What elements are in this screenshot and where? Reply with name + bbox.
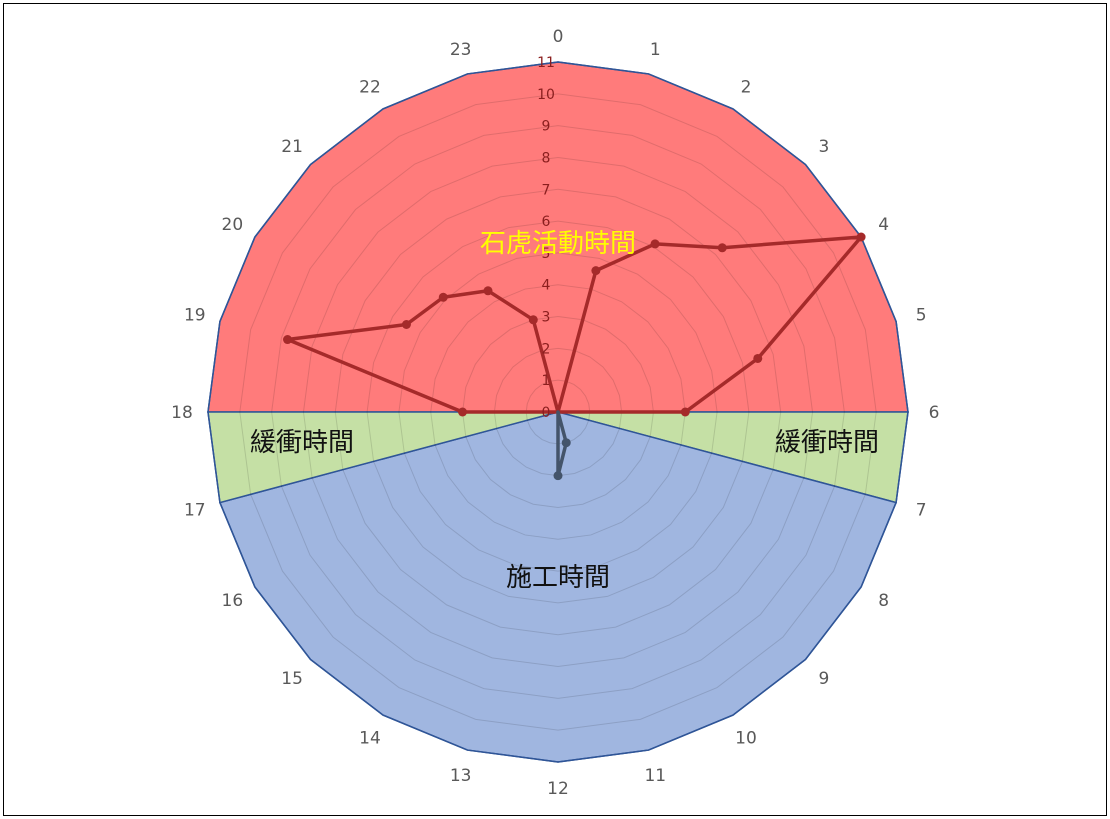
hour-label-16: 16 [222,591,244,611]
grid-ring-5 [398,252,718,572]
series-0-point-6 [680,407,690,417]
region-label-1: 緩衝時間 [775,428,879,458]
series-1 [553,410,571,481]
hour-label-4: 4 [878,215,889,235]
hour-label-11: 11 [644,766,666,786]
region-label-0: 石虎活動時間 [480,229,636,259]
tick-label-0: 0 [542,405,551,421]
series-0-point-4 [856,232,866,242]
hour-label-14: 14 [359,729,381,749]
hour-label-20: 20 [222,215,244,235]
grid-ring-8 [302,156,814,668]
grid-ring-4 [430,284,686,540]
hour-label-3: 3 [818,137,829,157]
region-label-2: 施工時間 [506,563,610,593]
tick-label-8: 8 [542,150,551,166]
hour-label-0: 0 [553,27,564,47]
grid-ring-6 [366,220,750,604]
series-0-point-1 [591,266,601,276]
tick-label-6: 6 [542,214,551,230]
grid-ring-10 [239,93,877,731]
tick-label-4: 4 [542,278,551,294]
background-regions [207,61,909,763]
series-1-point-12 [553,471,563,481]
region-label-3: 緩衝時間 [250,428,354,458]
grid-ring-3 [462,316,654,508]
series-0-point-3 [717,243,727,253]
hour-label-23: 23 [450,40,472,60]
series-0-point-22 [483,286,493,296]
series-0-point-23 [528,315,538,325]
chart-frame: 0 1 2 3 4 5 6 7 8 9 10 11 0 1 2 3 4 5 6 7 8 9 10 11 12 13 14 15 16 1… [3,3,1107,816]
tick-label-9: 9 [542,119,551,135]
tick-label-1: 1 [542,373,551,389]
series-0-point-20 [401,320,411,329]
tick-label-10: 10 [537,87,555,103]
hour-label-9: 9 [818,669,829,689]
hour-label-22: 22 [359,77,381,97]
series-0-point-2 [650,239,660,249]
hour-label-18: 18 [171,403,193,423]
series-1-line [556,410,568,478]
series-0-point-5 [753,353,763,363]
grid-ring-9 [271,125,845,699]
hour-label-2: 2 [741,77,752,97]
hour-label-1: 1 [650,40,661,60]
hour-label-6: 6 [929,403,940,423]
tick-label-2: 2 [542,341,551,357]
grid-ring-7 [334,188,782,636]
radial-tick-labels: 0 1 2 3 4 5 6 7 8 9 10 11 [537,55,555,421]
data-series [283,232,866,481]
hour-label-10: 10 [735,729,757,749]
hour-label-12: 12 [547,779,569,799]
radial-grid [239,93,877,731]
tick-label-7: 7 [542,182,551,198]
hour-label-5: 5 [916,306,927,326]
hour-label-15: 15 [281,669,303,689]
tick-label-3: 3 [542,310,551,326]
tick-label-11: 11 [537,55,555,71]
hour-label-7: 7 [916,500,927,520]
series-1-point-11 [561,438,571,448]
hour-label-13: 13 [450,766,472,786]
hour-label-17: 17 [184,500,206,520]
series-0-point-19 [283,335,293,345]
hour-label-19: 19 [184,306,206,326]
series-0-point-21 [438,292,448,302]
hour-label-21: 21 [281,137,303,157]
series-0-point-18 [458,407,468,417]
tick-label-5: 5 [542,246,551,262]
hour-label-8: 8 [878,591,889,611]
